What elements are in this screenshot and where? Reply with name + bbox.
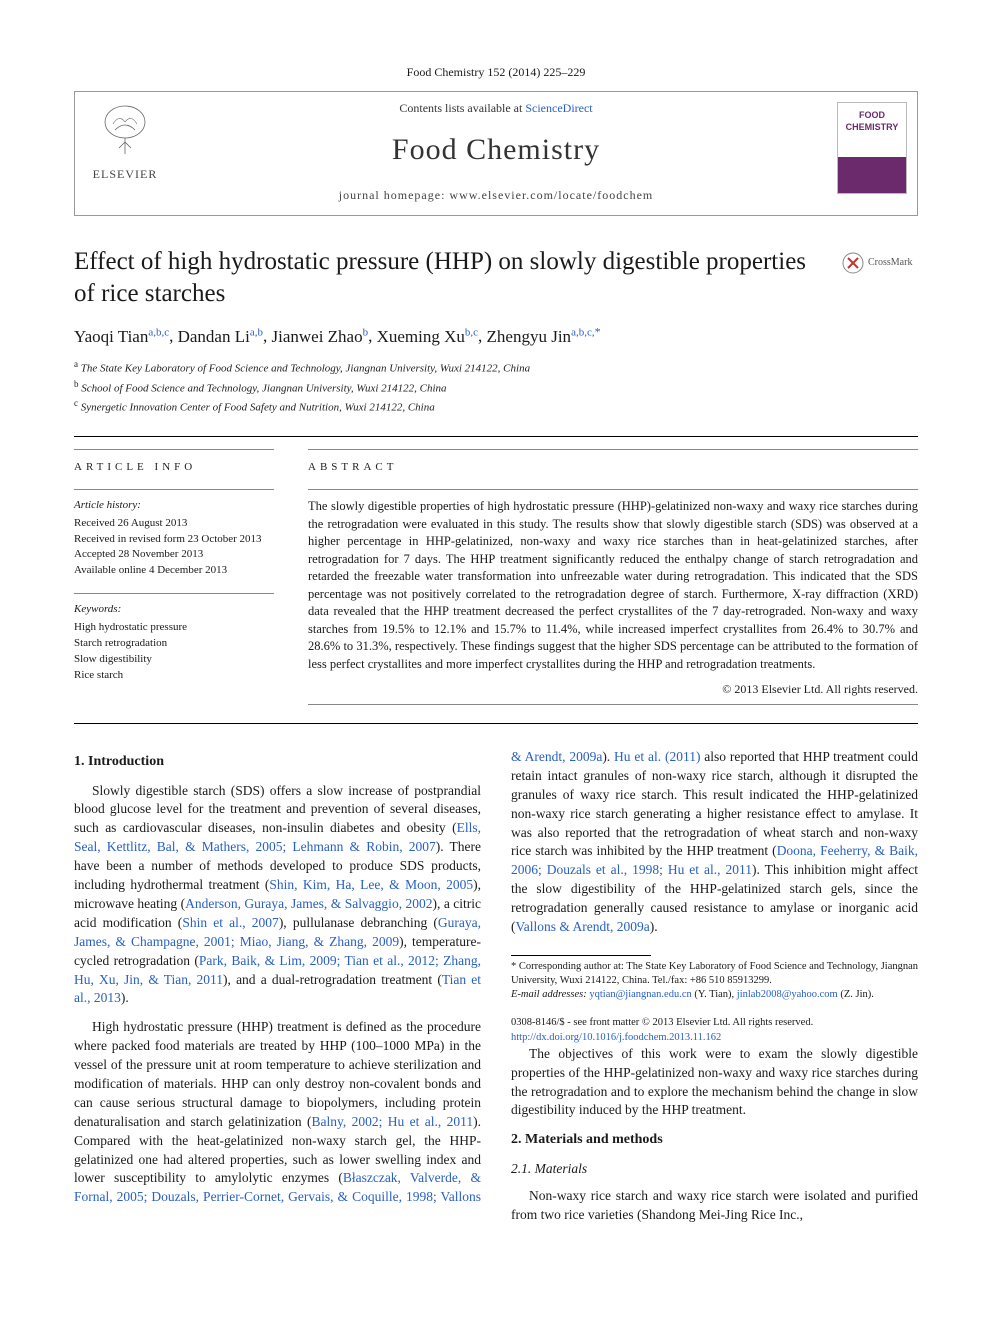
author-aff: a,b,c,	[571, 326, 595, 338]
article-title: Effect of high hydrostatic pressure (HHP…	[74, 246, 918, 309]
affiliation: a The State Key Laboratory of Food Scien…	[74, 358, 918, 377]
citation-link[interactable]: Hu et al. (2011)	[614, 749, 700, 764]
author: Jianwei Zhaob	[271, 327, 368, 346]
corresponding-star: *	[595, 324, 601, 338]
citation-link[interactable]: Shin et al., 2007	[182, 915, 279, 930]
sciencedirect-link[interactable]: ScienceDirect	[525, 101, 592, 115]
history-label: Article history:	[74, 498, 274, 513]
citation-link[interactable]: Anderson, Guraya, James, & Salvaggio, 20…	[185, 896, 432, 911]
author: Dandan Lia,b	[178, 327, 263, 346]
aff-text: The State Key Laboratory of Food Science…	[81, 363, 530, 375]
keyword: High hydrostatic pressure	[74, 620, 274, 636]
abstract: abstract The slowly digestible propertie…	[308, 449, 918, 705]
abstract-copyright: © 2013 Elsevier Ltd. All rights reserved…	[308, 681, 918, 698]
citation-link[interactable]: Shin, Kim, Ha, Lee, & Moon, 2005	[269, 877, 473, 892]
journal-cover-thumbnail: FOOD CHEMISTRY	[837, 102, 907, 194]
paragraph: The objectives of this work were to exam…	[511, 1045, 918, 1121]
homepage-label: journal homepage:	[339, 188, 450, 202]
history-item: Available online 4 December 2013	[74, 563, 274, 579]
author-aff: a,b,c	[148, 326, 169, 338]
article-body: 1. Introduction Slowly digestible starch…	[74, 748, 918, 1225]
footnotes: * Corresponding author at: The State Key…	[511, 960, 918, 1003]
doi-link[interactable]: http://dx.doi.org/10.1016/j.foodchem.201…	[511, 1032, 721, 1043]
author-name: Yaoqi Tian	[74, 327, 148, 346]
elsevier-logo: ELSEVIER	[85, 102, 165, 183]
subsection-heading-materials: 2.1. Materials	[511, 1160, 918, 1179]
abstract-heading: abstract	[308, 460, 918, 475]
journal-header: ELSEVIER FOOD CHEMISTRY Contents lists a…	[74, 91, 918, 217]
publisher-name: ELSEVIER	[85, 166, 165, 183]
history-item: Received 26 August 2013	[74, 516, 274, 532]
aff-text: Synergetic Innovation Center of Food Saf…	[81, 401, 435, 413]
affiliation: b School of Food Science and Technology,…	[74, 378, 918, 397]
info-heading: article info	[74, 460, 274, 475]
homepage-url[interactable]: www.elsevier.com/locate/foodchem	[449, 188, 653, 202]
history-item: Accepted 28 November 2013	[74, 547, 274, 563]
aff-sup: a	[74, 359, 78, 369]
author-name: Jianwei Zhao	[271, 327, 362, 346]
paragraph: Non-waxy rice starch and waxy rice starc…	[511, 1187, 918, 1225]
copyright-doi: 0308-8146/$ - see front matter © 2013 El…	[511, 1016, 918, 1044]
affiliation: c Synergetic Innovation Center of Food S…	[74, 397, 918, 416]
author-aff: b	[363, 326, 369, 338]
crossmark-label: CrossMark	[868, 257, 912, 270]
author-aff: b,c	[465, 326, 478, 338]
paragraph: Slowly digestible starch (SDS) offers a …	[74, 782, 481, 1009]
email-link[interactable]: yqtian@jiangnan.edu.cn	[589, 989, 691, 1000]
keyword: Rice starch	[74, 668, 274, 684]
author-aff: a,b	[250, 326, 263, 338]
author-list: Yaoqi Tiana,b,c, Dandan Lia,b, Jianwei Z…	[74, 323, 918, 348]
citation-journal: Food Chemistry	[407, 65, 485, 79]
aff-text: School of Food Science and Technology, J…	[81, 382, 446, 394]
cover-label: FOOD CHEMISTRY	[846, 110, 899, 133]
citation-link[interactable]: Vallons & Arendt, 2009a	[516, 919, 650, 934]
crossmark-badge[interactable]: CrossMark	[842, 252, 918, 274]
keywords: High hydrostatic pressure Starch retrogr…	[74, 620, 274, 684]
section-heading-mm: 2. Materials and methods	[511, 1130, 918, 1150]
citation-link[interactable]: Balny, 2002; Hu et al., 2011	[311, 1114, 473, 1129]
divider	[74, 723, 918, 724]
author-name: Zhengyu Jin	[487, 327, 572, 346]
email-label: E-mail addresses:	[511, 989, 589, 1000]
title-text: Effect of high hydrostatic pressure (HHP…	[74, 248, 806, 306]
keywords-label: Keywords:	[74, 602, 274, 617]
author-name: Dandan Li	[178, 327, 250, 346]
author: Zhengyu Jina,b,c,*	[487, 327, 601, 346]
aff-sup: b	[74, 379, 79, 389]
citation-volume: 152 (2014) 225–229	[487, 65, 585, 79]
aff-sup: c	[74, 398, 78, 408]
article-history: Received 26 August 2013 Received in revi…	[74, 516, 274, 580]
info-abstract-row: article info Article history: Received 2…	[74, 449, 918, 705]
contents-list-line: Contents lists available at ScienceDirec…	[195, 100, 797, 117]
history-item: Received in revised form 23 October 2013	[74, 532, 274, 548]
affiliation-list: a The State Key Laboratory of Food Scien…	[74, 358, 918, 415]
crossmark-icon	[842, 252, 864, 274]
article-info: article info Article history: Received 2…	[74, 449, 274, 705]
corresponding-footnote: * Corresponding author at: The State Key…	[511, 960, 918, 988]
journal-name: Food Chemistry	[195, 129, 797, 171]
issn-line: 0308-8146/$ - see front matter © 2013 El…	[511, 1016, 918, 1030]
contents-prefix: Contents lists available at	[399, 101, 525, 115]
keyword: Starch retrogradation	[74, 636, 274, 652]
author: Xueming Xub,c	[377, 327, 478, 346]
journal-homepage: journal homepage: www.elsevier.com/locat…	[195, 187, 797, 204]
divider	[74, 436, 918, 437]
elsevier-tree-icon	[95, 102, 155, 162]
citation: Food Chemistry 152 (2014) 225–229	[74, 64, 918, 81]
email-link[interactable]: jinlab2008@yahoo.com	[737, 989, 838, 1000]
author: Yaoqi Tiana,b,c	[74, 327, 169, 346]
email-footnote: E-mail addresses: yqtian@jiangnan.edu.cn…	[511, 988, 918, 1002]
abstract-text: The slowly digestible properties of high…	[308, 498, 918, 673]
footnote-rule	[511, 955, 651, 956]
keyword: Slow digestibility	[74, 652, 274, 668]
section-heading-intro: 1. Introduction	[74, 752, 481, 772]
author-name: Xueming Xu	[377, 327, 465, 346]
